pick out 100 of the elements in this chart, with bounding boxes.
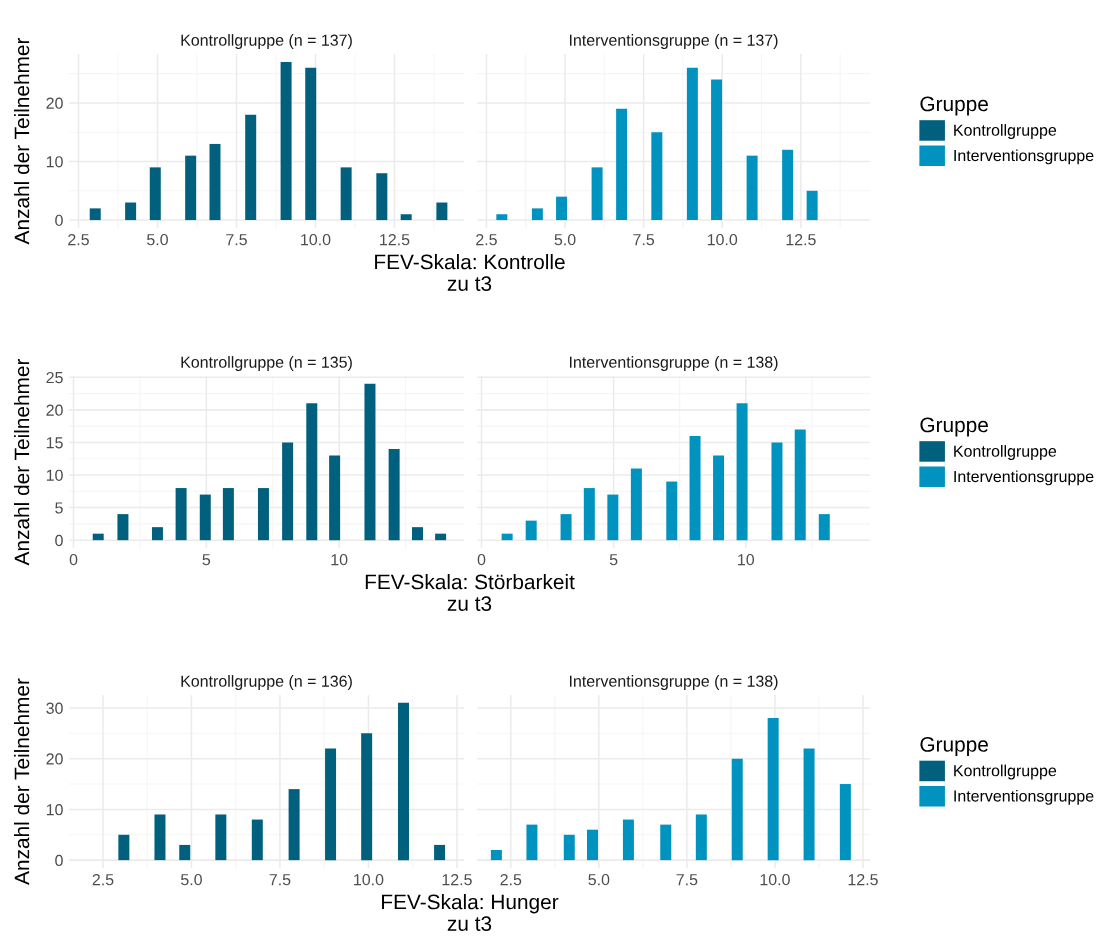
legend-label: Interventionsgruppe [954,470,1094,486]
bar [713,455,725,541]
y-axis-title: Anzahl der Teilnehmer [14,37,30,245]
bar [149,167,161,221]
y-tick-label: 10 [46,469,63,481]
bar [782,149,794,221]
x-tick-label: 10 [331,553,348,566]
x-tick-label: 12.5 [848,873,878,886]
x-tick-label: 10.0 [354,873,384,886]
x-tick-label: 12.5 [380,233,410,246]
bar [806,190,818,221]
bar [587,829,599,861]
bar [400,214,412,221]
bar [583,488,595,541]
legend-label: Interventionsgruppe [954,149,1094,165]
x-tick-label: 5 [202,554,211,566]
bar [306,403,318,541]
bar [711,79,723,221]
bar [288,789,300,861]
bar [746,155,758,221]
bar [329,455,341,541]
bar [556,196,568,221]
x-tick-label: 10.0 [707,233,738,246]
x-tick-label: 12.5 [786,233,816,246]
legend-title: Gruppe [920,737,988,756]
bar [525,520,537,541]
bar [361,733,373,861]
bar [771,442,783,541]
bar [818,514,830,541]
bar [209,143,221,221]
bar [92,533,104,541]
bar [660,824,672,861]
x-tick-label: 0 [477,553,486,566]
bar [251,819,263,861]
bar [388,448,400,541]
bar [526,824,538,861]
x-tick-label: 2.5 [500,873,522,886]
y-tick-label: 5 [55,502,63,514]
bar [305,67,317,221]
bar [215,814,227,861]
bar [839,784,851,861]
bar [607,494,619,541]
bar [89,208,101,221]
bar [412,527,424,541]
legend-label: Interventionsgruppe [954,789,1094,805]
y-tick-label: 10 [46,156,63,168]
bar [686,67,698,221]
x-axis-title: FEV-Skala: Hunger zu t3 [382,894,559,931]
x-tick-label: 10.0 [760,873,790,886]
bar [695,814,707,861]
x-tick-label: 2.5 [68,233,89,246]
x-axis-title: FEV-Skala: Kontrolle zu t3 [375,254,565,291]
bar [651,132,663,221]
x-tick-label: 2.5 [92,873,114,886]
chart-title: Interventionsgruppe (n = 138) [569,356,778,371]
x-tick-label: 7.5 [676,874,698,886]
chart-title: Interventionsgruppe (n = 137) [569,34,778,49]
y-tick-label: 15 [46,437,63,449]
x-tick-label: 5.0 [181,873,202,886]
bar [364,383,376,541]
x-tick-label: 12.5 [442,873,472,886]
bar [245,114,257,221]
bar [531,208,543,221]
bar [496,214,508,221]
bar [397,702,409,861]
bar [666,481,678,541]
bar [630,468,642,541]
y-tick-label: 20 [46,404,63,416]
chart-title: Kontrollgruppe (n = 137) [181,34,352,49]
legend-label: Kontrollgruppe [954,445,1057,460]
bar [591,167,603,221]
bar [622,819,634,861]
bar [616,108,628,221]
bar [282,442,294,541]
chart-title: Interventionsgruppe (n = 138) [569,675,778,690]
y-tick-label: 0 [55,214,63,227]
bar [434,844,446,861]
y-axis-title: Anzahl der Teilnehmer [14,678,30,885]
y-tick-label: 0 [55,854,63,867]
bar [501,533,513,541]
bar [154,814,166,861]
x-tick-label: 5 [609,554,618,566]
bar [325,748,337,861]
bar [563,834,575,861]
bar [257,488,269,541]
x-tick-label: 7.5 [633,234,655,246]
x-tick-label: 7.5 [226,234,247,246]
x-tick-label: 5.0 [554,233,576,246]
x-tick-label: 5.0 [588,873,610,886]
legend-label: Kontrollgruppe [954,764,1057,780]
x-tick-label: 2.5 [476,233,497,246]
bar [175,488,187,541]
x-axis-title: FEV-Skala: Störbarkeit zu t3 [365,574,575,611]
x-tick-label: 7.5 [269,874,291,886]
y-tick-label: 20 [46,753,63,765]
bar [436,202,448,221]
bar [490,849,502,861]
bar [435,533,447,541]
bar [199,494,211,541]
y-tick-label: 10 [46,804,63,816]
